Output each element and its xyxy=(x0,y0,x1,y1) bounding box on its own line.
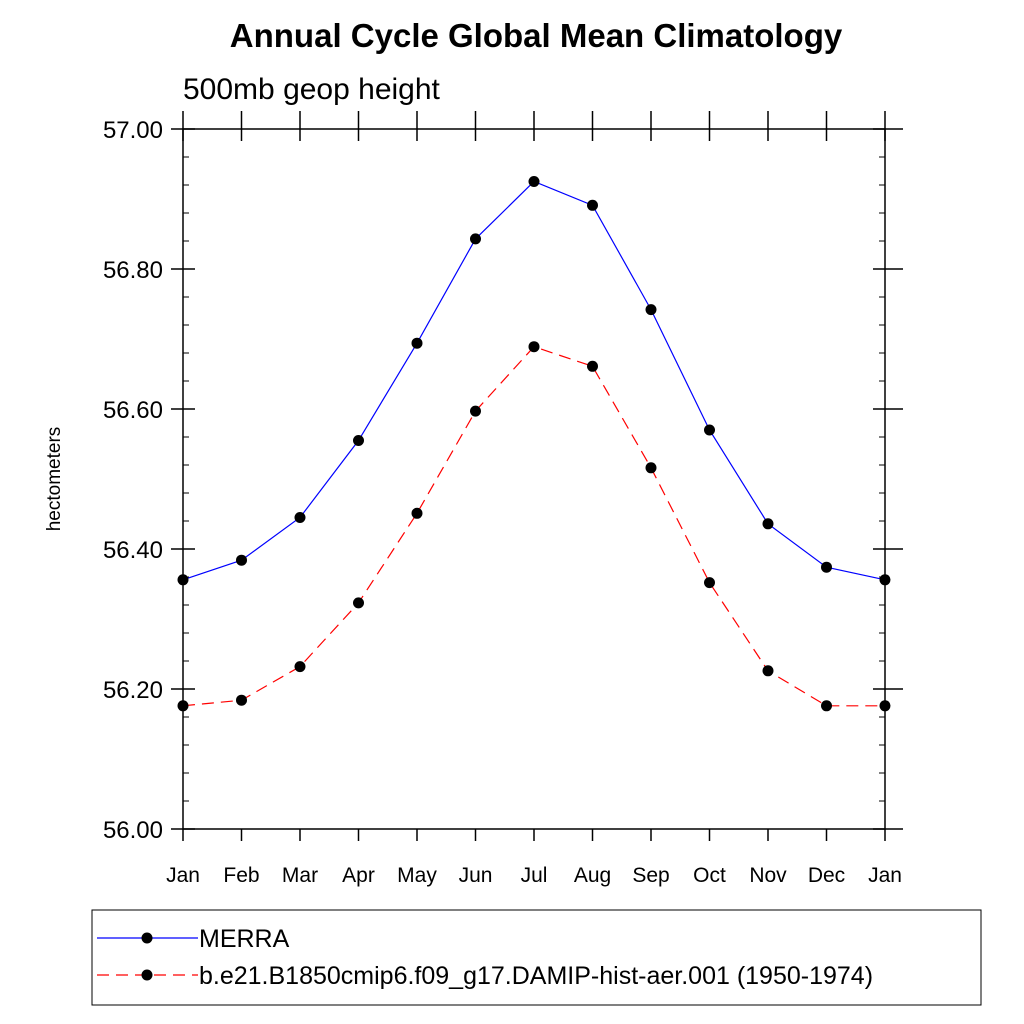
y-tick-label: 56.00 xyxy=(103,817,163,844)
data-point-series-1 xyxy=(645,462,657,474)
y-tick-label: 57.00 xyxy=(103,117,163,144)
data-point-series-1 xyxy=(762,665,774,677)
legend-marker-1 xyxy=(141,969,153,981)
data-point-series-1 xyxy=(704,577,715,589)
data-point-series-1 xyxy=(587,360,598,372)
data-point-series-0 xyxy=(353,435,364,446)
data-point-series-0 xyxy=(411,337,423,349)
data-point-series-0 xyxy=(762,518,774,530)
x-tick-label: Apr xyxy=(342,864,375,887)
legend-box xyxy=(91,909,982,1006)
data-point-series-1 xyxy=(470,405,481,417)
data-point-series-1 xyxy=(879,700,891,712)
x-tick-label: Jan xyxy=(868,864,902,887)
y-tick-labels: 56.00 56.20 56.40 56.60 56.80 57.00 xyxy=(103,117,163,844)
plot-frame xyxy=(182,128,886,830)
x-tick-label: Mar xyxy=(282,864,318,887)
y-tick-label: 56.40 xyxy=(103,537,163,564)
x-tick-label: Nov xyxy=(749,864,787,887)
y-tick-label: 56.20 xyxy=(103,677,163,704)
chart-subtitle: 500mb geop height xyxy=(183,73,441,106)
x-tick-label: Jul xyxy=(521,864,548,887)
data-point-series-1 xyxy=(528,341,540,353)
data-point-series-0 xyxy=(177,574,189,586)
data-point-series-0 xyxy=(879,574,891,586)
x-tick-label: Sep xyxy=(632,864,669,887)
data-point-series-1 xyxy=(411,507,423,519)
series-line-0 xyxy=(182,180,886,581)
data-point-series-0 xyxy=(821,561,832,573)
data-point-series-0 xyxy=(528,176,540,187)
x-tick-label: Feb xyxy=(223,864,259,887)
series-lines xyxy=(182,180,886,707)
y-tick-label: 56.80 xyxy=(103,257,163,284)
data-point-series-0 xyxy=(587,199,598,211)
data-point-series-1 xyxy=(821,700,832,712)
data-point-series-0 xyxy=(236,554,247,566)
x-tick-label: Oct xyxy=(693,864,726,887)
legend: MERRA b.e21.B1850cmip6.f09_g17.DAMIP-hist… xyxy=(97,925,873,990)
data-point-series-1 xyxy=(353,597,364,609)
legend-label-0: MERRA xyxy=(199,925,290,953)
y-tick-label: 56.60 xyxy=(103,397,163,424)
data-point-series-0 xyxy=(294,512,306,523)
legend-marker-0 xyxy=(141,932,153,944)
x-tick-label: Dec xyxy=(808,864,845,887)
data-point-series-1 xyxy=(177,700,189,712)
x-tick-label: Jun xyxy=(459,864,493,887)
data-point-series-1 xyxy=(294,661,306,673)
x-tick-label: Aug xyxy=(574,864,611,887)
x-tick-labels: Jan Feb Mar Apr May Jun Jul Aug Sep Oct Nov Dec Jan xyxy=(166,864,902,887)
x-tick-label: May xyxy=(397,864,437,887)
data-point-series-1 xyxy=(236,694,247,706)
chart-title: Annual Cycle Global Mean Climatology xyxy=(230,17,843,54)
data-point-series-0 xyxy=(470,233,481,245)
series-points xyxy=(177,176,891,712)
axis-ticks xyxy=(171,111,903,841)
data-point-series-0 xyxy=(704,424,715,436)
data-point-series-0 xyxy=(645,304,657,316)
y-axis-label: hectometers xyxy=(44,427,65,532)
x-tick-label: Jan xyxy=(166,864,200,887)
legend-label-1: b.e21.B1850cmip6.f09_g17.DAMIP-hist-aer.… xyxy=(199,962,873,990)
